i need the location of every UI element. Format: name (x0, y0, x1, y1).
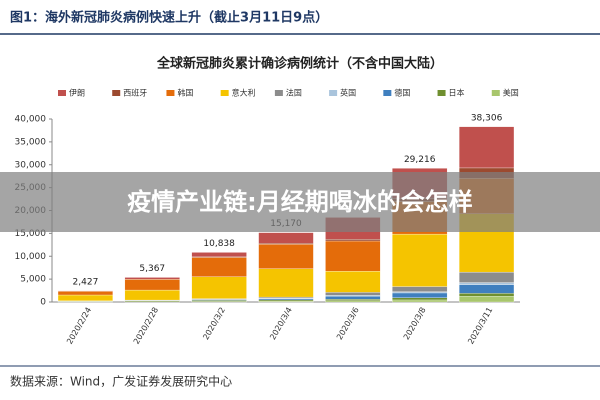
y-tick-label: 0 (40, 298, 46, 308)
legend-label: 韩国 (177, 88, 193, 98)
legend-swatch (329, 90, 338, 96)
y-tick-label: 40,000 (15, 115, 47, 125)
legend-label: 德国 (394, 88, 410, 98)
banner (0, 172, 600, 232)
bar-segment (258, 243, 314, 245)
bar-segment (325, 271, 381, 293)
bar-segment (459, 271, 515, 283)
figure-header: 图1：海外新冠肺炎病例快速上升（截止3月11日9点） (10, 10, 328, 26)
bar-segment (124, 279, 180, 291)
bar-segment (325, 240, 381, 272)
bar-segment (459, 296, 515, 303)
bar-segment (392, 299, 448, 303)
bar-segment (57, 291, 113, 296)
source-note: 数据来源：Wind，广发证券发展研究中心 (10, 374, 232, 389)
bar-segment (392, 233, 448, 287)
bar-segment (459, 284, 515, 294)
total-label: 10,838 (203, 239, 235, 249)
legend-swatch (58, 90, 66, 96)
bar-segment (392, 297, 448, 301)
bar-segment (459, 282, 515, 285)
y-tick-label: 10,000 (15, 252, 47, 262)
bar-segment (258, 299, 314, 302)
bar-segment (325, 300, 381, 303)
legend-label: 伊朗 (69, 88, 85, 98)
legend-swatch (274, 90, 283, 96)
bar-segment (459, 126, 515, 169)
total-label: 2,427 (73, 277, 99, 287)
legend-swatch (491, 90, 500, 96)
legend-swatch (220, 90, 229, 96)
total-label: 38,306 (471, 113, 503, 123)
legend-swatch (166, 90, 175, 96)
total-label: 5,367 (139, 264, 165, 274)
legend-label: 法国 (286, 88, 302, 98)
bar-segment (392, 286, 448, 292)
bar-segment (258, 298, 314, 301)
legend-swatch (383, 90, 392, 96)
bar-segment (258, 296, 314, 299)
bar-segment (124, 289, 180, 301)
bar-segment (258, 268, 314, 298)
bar-segment (191, 276, 247, 299)
total-label: 29,216 (404, 155, 436, 165)
y-tick-label: 30,000 (15, 160, 47, 170)
bar-segment (258, 244, 314, 269)
bar-segment (191, 257, 247, 277)
legend-label: 英国 (340, 88, 356, 98)
legend-label: 日本 (449, 88, 465, 98)
bar-segment (191, 252, 247, 258)
y-tick-label: 15,000 (15, 229, 47, 239)
y-tick-label: 5,000 (20, 275, 46, 285)
legend-label: 西班牙 (123, 88, 147, 98)
bar-segment (325, 299, 381, 301)
bar-segment (325, 295, 381, 300)
bar-segment (459, 293, 515, 297)
bar-segment (124, 300, 180, 302)
banner-text: 疫情产业链:月经期喝冰的会怎样 (127, 188, 473, 216)
bar-segment (392, 291, 448, 294)
y-tick-label: 35,000 (15, 137, 47, 147)
bar-segment (392, 292, 448, 298)
bar-segment (124, 277, 180, 280)
bar-segment (325, 239, 381, 242)
bar-segment (325, 292, 381, 296)
chart-title: 全球新冠肺炎累计确诊病例统计（不含中国大陆） (156, 56, 443, 72)
legend-label: 美国 (503, 88, 519, 98)
legend-label: 意大利 (232, 88, 256, 98)
legend-swatch (112, 90, 121, 96)
bar-segment (258, 232, 314, 244)
bar-segment (191, 300, 247, 302)
bar-segment (57, 294, 113, 302)
legend-swatch (437, 90, 446, 96)
